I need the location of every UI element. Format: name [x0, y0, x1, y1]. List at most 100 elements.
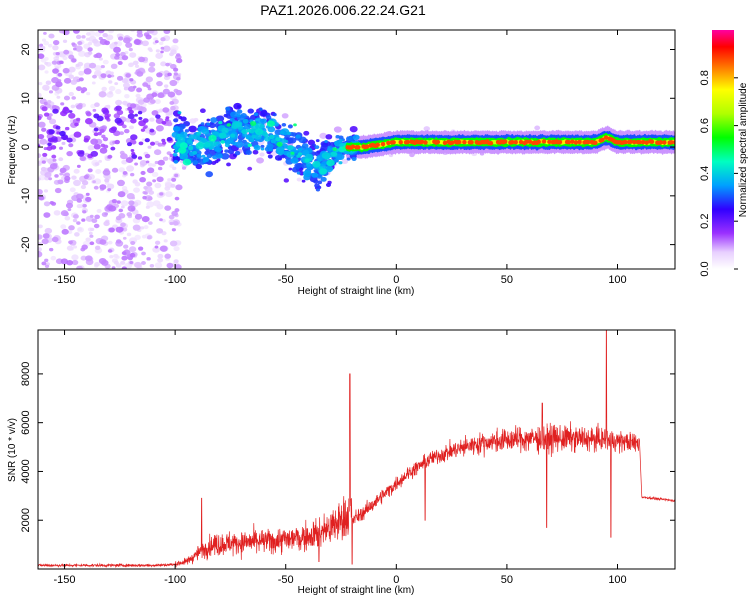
spectrogram-cell	[98, 57, 103, 61]
spectrogram-cell	[74, 232, 80, 237]
spectrogram-cell	[110, 63, 118, 69]
spectrogram-cell	[122, 236, 127, 240]
spectrogram-cell	[206, 122, 211, 126]
colorbar-tick-label: 0.8	[699, 70, 711, 85]
spectrogram-cell	[44, 61, 49, 65]
spectrogram-cell	[86, 32, 91, 36]
spectrogram-cell	[83, 68, 92, 75]
spectrogram-cell	[120, 260, 126, 265]
spectrogram-cell	[149, 141, 156, 146]
spectrogram-cell	[200, 122, 205, 126]
spectrogram-cell	[116, 109, 124, 116]
spectrogram-cell	[297, 147, 303, 152]
spectrogram-cell	[38, 224, 43, 229]
y-tick-label: 10	[20, 92, 32, 104]
spectrogram-cell	[169, 52, 174, 57]
spectrogram-cell	[124, 128, 130, 134]
spectrogram-cell	[147, 236, 152, 240]
spectrogram-cell	[152, 246, 161, 253]
x-tick-label: -50	[278, 274, 294, 286]
spectrogram-cell	[155, 49, 160, 53]
spectrogram-cell	[199, 108, 206, 114]
spectrogram-cell	[149, 117, 155, 122]
spectrogram-cell	[573, 140, 579, 145]
spectrogram-cell	[321, 152, 331, 159]
spectrogram-cell	[188, 125, 197, 133]
spectrogram-cell	[123, 86, 129, 91]
spectrogram-cell	[141, 261, 146, 265]
spectrogram-cell	[146, 257, 151, 261]
spectrogram-cell	[156, 228, 164, 234]
spectrogram-cell	[90, 227, 95, 232]
spectrogram-cell	[173, 159, 179, 164]
spectrogram-cell	[547, 139, 552, 145]
spectrogram-cell	[174, 208, 180, 213]
spectrogram-cell	[141, 251, 146, 256]
spectrogram-cell	[208, 134, 217, 142]
spectrogram-cell	[117, 179, 125, 187]
spectrogram-cell	[252, 149, 259, 155]
spectrogram-cell	[364, 144, 370, 149]
spectrogram-cell	[122, 37, 131, 44]
spectrogram-cell	[107, 74, 112, 78]
spectrogram-cell	[44, 70, 49, 74]
spectrogram-cell	[138, 116, 143, 121]
spectrogram-cell	[449, 140, 455, 145]
spectrogram-cell	[265, 115, 272, 120]
spectrogram-cell	[132, 179, 138, 184]
spectrogram-cell	[317, 180, 323, 185]
spectrogram-cell	[218, 120, 223, 125]
spectrogram-cell	[206, 153, 213, 159]
spectrogram-cell	[276, 141, 283, 147]
spectrogram-cell	[104, 178, 110, 183]
spectrogram-cell	[51, 154, 57, 159]
spectrogram-cell	[73, 168, 80, 174]
spectrogram-cell	[130, 240, 136, 246]
spectrogram-cell	[118, 208, 124, 213]
spectrogram-cell	[143, 191, 148, 195]
spectrogram-cell	[176, 53, 181, 57]
spectrogram-cell	[59, 167, 67, 174]
spectrogram-cell	[162, 156, 169, 161]
spectrogram-cell	[281, 122, 287, 127]
spectrogram-cell	[524, 139, 529, 145]
spectrogram-cell	[59, 60, 64, 65]
spectrogram-cell	[139, 177, 146, 183]
spectrogram-cell	[349, 125, 358, 133]
spectrogram-cell	[67, 208, 72, 212]
spectrogram-cell	[129, 252, 136, 258]
spectrogram-cell	[57, 72, 63, 77]
spectrogram-cell	[131, 154, 138, 159]
spectrogram-cell	[94, 31, 101, 37]
spectrogram-cell	[292, 149, 298, 154]
spectrogram-cell	[350, 144, 356, 149]
spectrogram-cell	[593, 140, 598, 145]
spectrogram-cell	[41, 106, 48, 112]
spectrogram-cell	[254, 133, 262, 140]
spectrogram-cell	[380, 141, 386, 147]
spectrogram-cell	[119, 131, 125, 136]
spectrogram-cell	[640, 140, 646, 145]
spectrogram-cell	[245, 149, 252, 155]
spectrogram-cell	[79, 155, 86, 161]
spectrogram-cell	[423, 140, 428, 145]
spectrogram-cell	[145, 76, 153, 83]
spectrogram-cell	[71, 42, 76, 46]
spectrogram-cell	[172, 152, 178, 157]
spectrogram-cell	[87, 168, 93, 173]
spectrogram-cell	[120, 200, 129, 207]
spectrogram-cell	[254, 128, 264, 136]
spectrogram-cell	[125, 42, 133, 48]
spectrogram-cell	[138, 141, 144, 146]
spectrogram-cell	[196, 153, 202, 158]
spectrogram-cell	[304, 158, 310, 163]
spectrogram-cell	[163, 239, 168, 243]
spectrogram-cell	[80, 185, 87, 190]
spectrogram-cell	[71, 259, 79, 266]
spectrogram-cell	[68, 74, 74, 79]
colorbar-tick-label: 0.2	[699, 214, 711, 229]
spectrogram-cell	[172, 221, 179, 226]
spectrogram-cell	[180, 116, 187, 122]
spectrogram-cell	[89, 241, 95, 246]
spectrogram-cell	[320, 176, 327, 182]
